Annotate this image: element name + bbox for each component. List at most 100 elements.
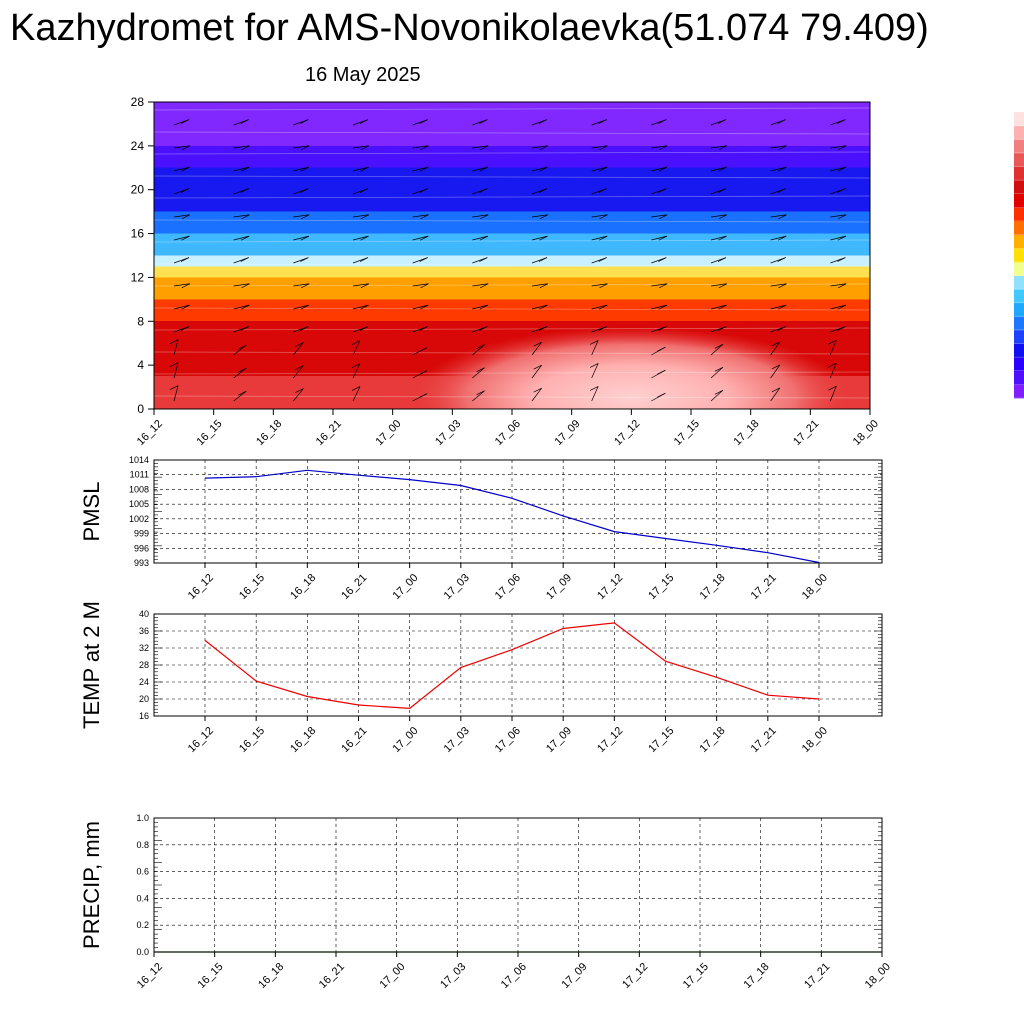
- wind-barb: [352, 283, 369, 287]
- contour-line: [154, 107, 870, 111]
- wind-barb: [241, 235, 250, 241]
- y-tick-label: 1005: [129, 499, 149, 509]
- wind-barb: [714, 389, 724, 395]
- wind-barb: [479, 188, 488, 193]
- wind-barb: [359, 119, 369, 124]
- wind-barb: [651, 304, 667, 310]
- plot-frame: [153, 613, 883, 717]
- wind-barb: [598, 119, 607, 124]
- y-tick-label: 4: [137, 358, 144, 372]
- wind-barb: [352, 166, 369, 172]
- wind-barb: [420, 166, 429, 172]
- wind-barb: [480, 283, 489, 289]
- wind-barb: [419, 257, 428, 262]
- series-line: [204, 622, 820, 710]
- x-tick-label: 17_18: [731, 418, 761, 448]
- x-tick-label: 17_18: [697, 572, 727, 602]
- x-tick-label: 16_21: [339, 572, 369, 602]
- wind-barb: [173, 339, 179, 356]
- wind-barb: [591, 283, 608, 287]
- series-line: [204, 469, 820, 564]
- wind-barb: [420, 235, 429, 241]
- wind-barb: [180, 188, 190, 193]
- wind-barb: [479, 326, 488, 331]
- wind-barb: [295, 365, 304, 370]
- x-tick-label: 16_15: [194, 418, 224, 448]
- wind-barb: [658, 166, 668, 172]
- wind-barb: [777, 257, 786, 262]
- wind-barb: [480, 214, 489, 220]
- x-tick-label: 18_00: [851, 418, 881, 448]
- wind-barb: [352, 145, 369, 149]
- wind-barb: [233, 235, 250, 241]
- x-tick-label: 17_00: [377, 961, 407, 991]
- wind-barb: [238, 367, 247, 373]
- wind-barb: [300, 304, 310, 310]
- wind-barb: [777, 326, 786, 331]
- wind-barb: [420, 304, 429, 310]
- wind-barb: [658, 257, 667, 262]
- wind-barb: [890, 327, 905, 332]
- wind-barb: [240, 257, 249, 262]
- wind-barb: [590, 340, 599, 345]
- wind-barb: [538, 188, 548, 193]
- colorbar-swatch: [1014, 139, 1024, 154]
- colorbar-swatch: [1014, 180, 1024, 195]
- wind-barb: [591, 363, 599, 379]
- x-tick-label: 17_15: [646, 572, 676, 602]
- wind-barb: [181, 304, 190, 310]
- wind-barb: [539, 235, 548, 241]
- wind-barb: [173, 235, 190, 241]
- y-tick-label: 16: [139, 711, 149, 721]
- wind-barb: [898, 284, 906, 288]
- wind-barb: [240, 119, 249, 124]
- wind-barb: [599, 235, 608, 241]
- wind-barb: [533, 387, 542, 393]
- wind-barb: [531, 214, 548, 218]
- wind-barb: [539, 214, 549, 220]
- wind-barb: [657, 392, 666, 398]
- wind-barb: [718, 235, 727, 241]
- x-tick-label: 17_00: [390, 572, 420, 602]
- colorbar-swatch: [1014, 329, 1024, 345]
- y-tick-label: 993: [134, 558, 149, 568]
- colorbar-swatch: [1014, 275, 1024, 290]
- wind-barb: [599, 166, 608, 172]
- wind-barb: [293, 166, 309, 172]
- wind-barb: [472, 235, 488, 241]
- y-tick-label: 28: [131, 95, 145, 109]
- wind-barb: [240, 188, 249, 193]
- wind-barb: [412, 283, 429, 287]
- x-tick-label: 16_21: [339, 725, 369, 755]
- x-tick-label: 17_06: [499, 961, 529, 991]
- colorbar-swatch: [1014, 289, 1024, 304]
- y-tick-label: 16: [131, 227, 145, 241]
- wind-barb: [359, 188, 369, 193]
- x-tick-label: 16_12: [135, 961, 165, 991]
- wind-barb: [710, 283, 727, 287]
- wind-barb: [301, 214, 310, 220]
- wind-barb: [717, 119, 727, 124]
- wind-barb: [777, 119, 786, 124]
- wind-barb: [359, 257, 369, 262]
- x-tick-label: 17_09: [544, 572, 574, 602]
- wind-barb: [472, 367, 485, 379]
- wind-barb: [479, 304, 489, 310]
- x-tick-label: 18_00: [800, 725, 830, 755]
- wind-barb: [896, 347, 904, 351]
- wind-barb: [837, 235, 847, 241]
- wind-barb: [420, 145, 429, 151]
- wind-barb: [659, 283, 668, 289]
- x-tick-label: 16_18: [256, 961, 286, 991]
- wind-barb: [770, 387, 781, 402]
- y-tick-label: 1002: [129, 514, 149, 524]
- x-tick-label: 17_15: [681, 961, 711, 991]
- wind-barb: [351, 363, 361, 368]
- contour-line: [154, 219, 870, 223]
- wind-barb: [531, 166, 548, 172]
- wind-barb: [591, 340, 599, 356]
- wind-barb: [241, 304, 250, 310]
- wind-barb: [539, 283, 549, 289]
- colorbar-swatch: [1014, 343, 1024, 358]
